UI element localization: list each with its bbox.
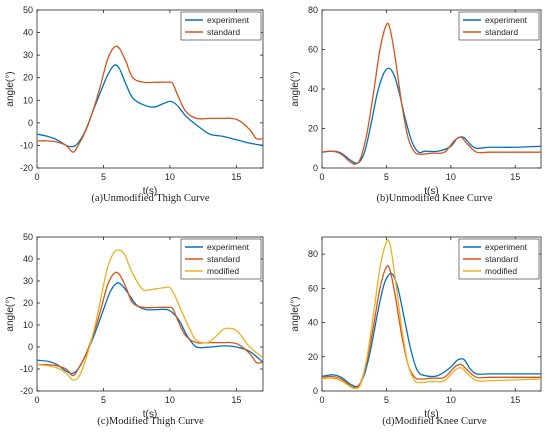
chart-panel: 0 5 10 15 0 20 40 60 80 t(s) angle(°) experiment sta… bbox=[290, 236, 542, 420]
y-tick-label: 0 bbox=[313, 163, 318, 173]
panel-caption: (d)Modified Knee Curve bbox=[382, 416, 487, 427]
x-tick-label: 10 bbox=[165, 395, 175, 405]
legend-label: standard bbox=[485, 254, 518, 264]
legend-label: experiment bbox=[485, 242, 528, 252]
legend-label: standard bbox=[207, 254, 240, 264]
x-tick-label: 5 bbox=[384, 395, 389, 405]
y-tick-label: 20 bbox=[308, 352, 318, 362]
legend-box bbox=[458, 11, 540, 41]
y-tick-label: -20 bbox=[20, 163, 33, 173]
series-line-standard bbox=[322, 22, 541, 165]
legend-label: experiment bbox=[207, 15, 250, 25]
y-tick-label: 30 bbox=[23, 50, 33, 60]
y-tick-label: 10 bbox=[23, 95, 33, 105]
chart-panel: 0 5 10 15 -20 -10 0 10 20 30 40 50 t(s) angle(°) exper… bbox=[5, 5, 264, 197]
y-tick-label: 40 bbox=[308, 318, 318, 328]
chart-panel: 0 5 10 15 -20 -10 0 10 20 30 40 50 t(s) angle(°) exper… bbox=[5, 232, 264, 420]
x-axis-label: t(s) bbox=[424, 186, 438, 197]
panel-caption: (c)Modified Thigh Curve bbox=[97, 416, 204, 427]
y-tick-label: 60 bbox=[308, 45, 318, 55]
y-axis-label: angle(°) bbox=[290, 71, 301, 106]
x-tick-label: 10 bbox=[446, 395, 456, 405]
y-axis-label: angle(°) bbox=[5, 296, 16, 331]
x-tick-label: 0 bbox=[34, 395, 39, 405]
x-tick-label: 15 bbox=[510, 395, 520, 405]
x-axis-label: t(s) bbox=[424, 409, 438, 420]
y-tick-label: -10 bbox=[20, 140, 33, 150]
y-axis-label: angle(°) bbox=[290, 296, 301, 331]
legend-label: modified bbox=[485, 266, 517, 276]
series-line-standard bbox=[37, 45, 263, 153]
x-tick-label: 10 bbox=[446, 172, 456, 182]
series-line-standard bbox=[322, 265, 541, 389]
series-line-modified bbox=[37, 249, 263, 381]
legend-label: standard bbox=[485, 27, 518, 37]
x-axis-label: t(s) bbox=[143, 186, 157, 197]
y-tick-label: 60 bbox=[308, 283, 318, 293]
y-tick-label: 30 bbox=[23, 276, 33, 286]
series-line-standard bbox=[37, 271, 263, 377]
x-tick-label: 5 bbox=[384, 172, 389, 182]
y-tick-label: 0 bbox=[28, 118, 33, 128]
y-tick-label: 20 bbox=[23, 73, 33, 83]
y-tick-label: 20 bbox=[23, 298, 33, 308]
y-tick-label: 0 bbox=[28, 342, 33, 352]
legend-box bbox=[180, 11, 262, 41]
y-tick-label: -20 bbox=[20, 386, 33, 396]
x-axis-label: t(s) bbox=[143, 409, 157, 420]
x-tick-label: 0 bbox=[319, 395, 324, 405]
series-line-experiment bbox=[37, 64, 263, 148]
series-line-experiment bbox=[37, 282, 263, 375]
y-tick-label: 20 bbox=[308, 124, 318, 134]
legend-label: experiment bbox=[207, 242, 250, 252]
y-tick-label: 40 bbox=[23, 254, 33, 264]
x-tick-label: 15 bbox=[231, 172, 241, 182]
x-tick-label: 15 bbox=[510, 172, 520, 182]
y-tick-label: 10 bbox=[23, 320, 33, 330]
x-tick-label: 0 bbox=[319, 172, 324, 182]
y-tick-label: 50 bbox=[23, 232, 33, 242]
legend-label: experiment bbox=[485, 15, 528, 25]
x-tick-label: 5 bbox=[101, 395, 106, 405]
x-tick-label: 5 bbox=[101, 172, 106, 182]
panel-caption: (b)Unmodified Knee Curve bbox=[376, 193, 493, 204]
y-tick-label: 80 bbox=[308, 249, 318, 259]
y-tick-label: 50 bbox=[23, 5, 33, 15]
legend-label: standard bbox=[207, 27, 240, 37]
y-tick-label: -10 bbox=[20, 364, 33, 374]
y-tick-label: 40 bbox=[23, 28, 33, 38]
x-tick-label: 0 bbox=[34, 172, 39, 182]
y-tick-label: 80 bbox=[308, 5, 318, 15]
x-tick-label: 15 bbox=[231, 395, 241, 405]
legend-label: modified bbox=[207, 266, 239, 276]
y-tick-label: 40 bbox=[308, 84, 318, 94]
panel-caption: (a)Unmodified Thigh Curve bbox=[91, 193, 210, 204]
y-axis-label: angle(°) bbox=[5, 71, 16, 106]
series-line-modified bbox=[322, 239, 541, 390]
x-tick-label: 10 bbox=[165, 172, 175, 182]
y-tick-label: 0 bbox=[313, 386, 318, 396]
chart-panel: 0 5 10 15 0 20 40 60 80 t(s) angle(°) experiment sta… bbox=[290, 5, 542, 197]
